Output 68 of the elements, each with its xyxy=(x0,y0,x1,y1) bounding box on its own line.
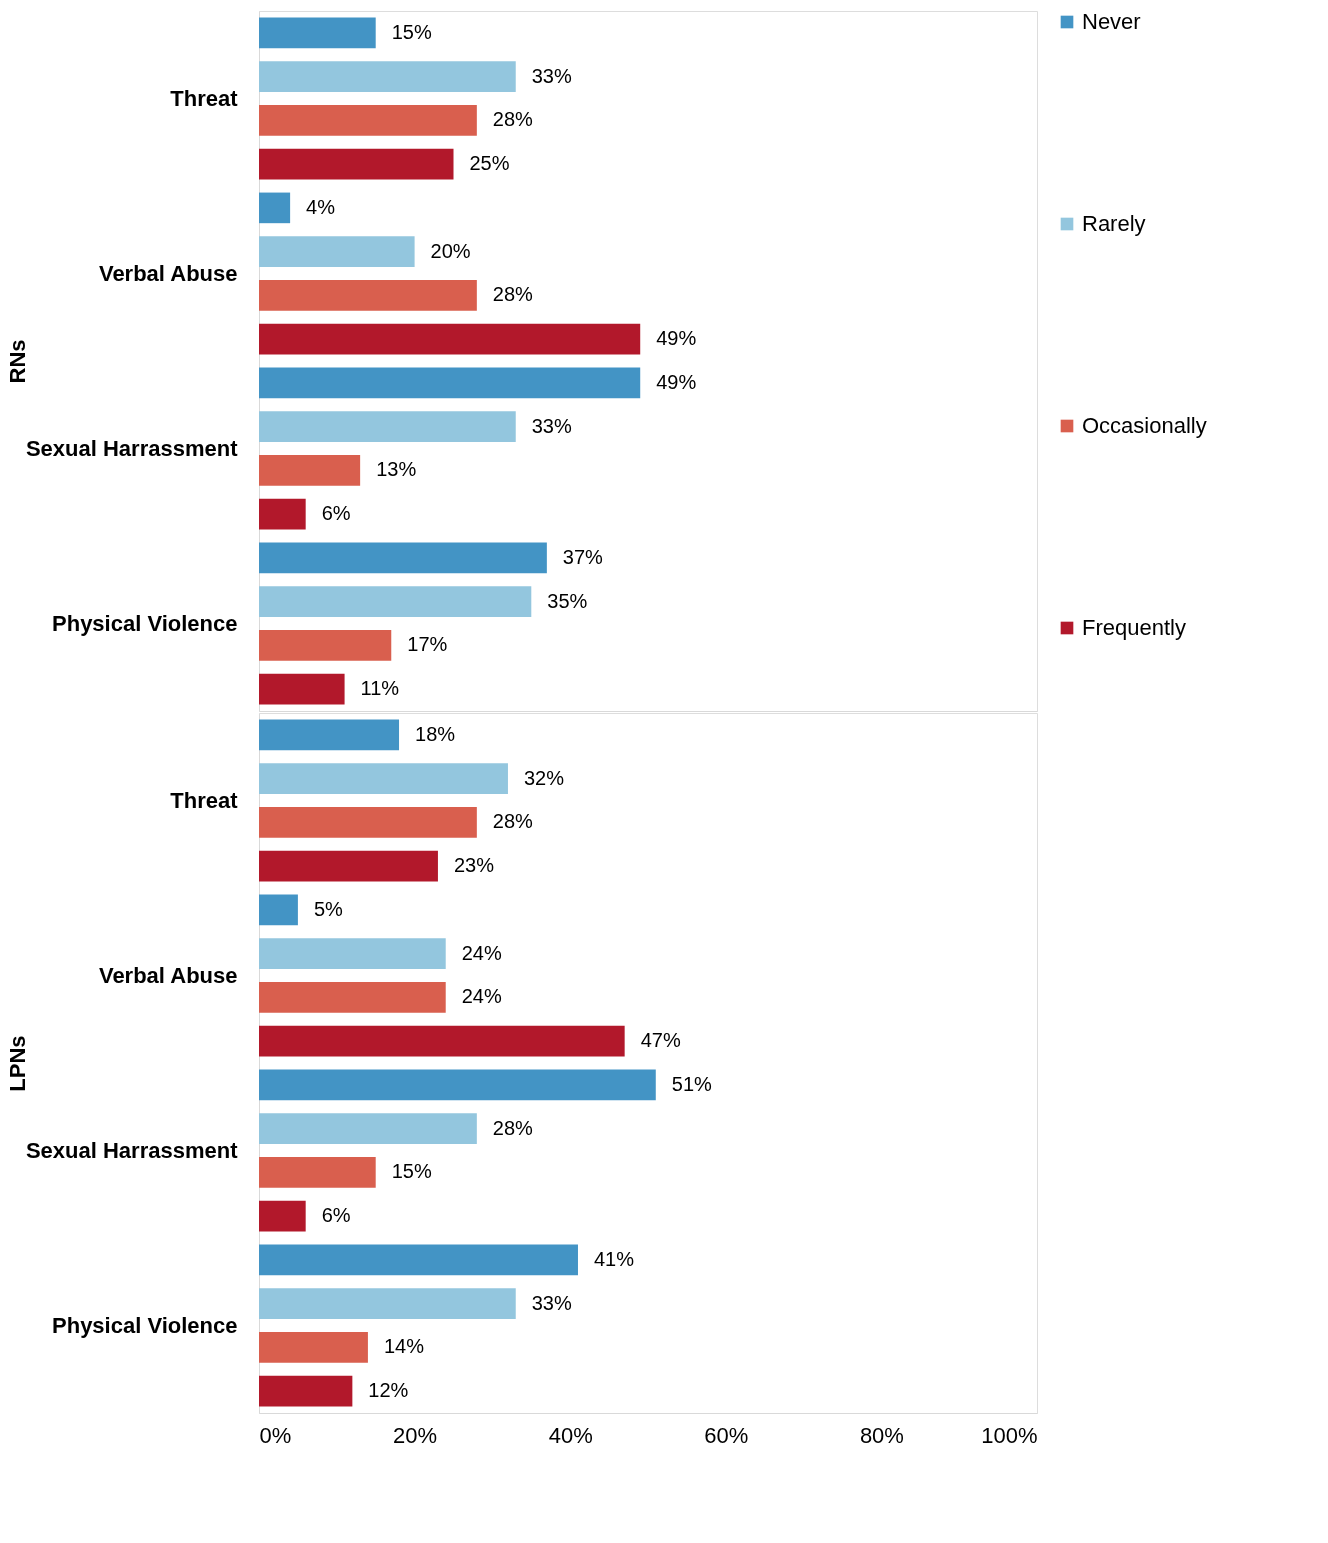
data-label: 17% xyxy=(407,633,448,656)
bar xyxy=(259,323,641,355)
bar xyxy=(259,192,291,224)
y-tick-label: Threat xyxy=(170,787,239,813)
y-tick-label: Physical Violence xyxy=(52,610,238,636)
bar xyxy=(259,105,477,136)
data-label: 15% xyxy=(391,1160,432,1183)
data-label: 28% xyxy=(492,283,534,306)
bar xyxy=(259,630,392,661)
data-label: 33% xyxy=(531,1291,572,1314)
legend-label: Never xyxy=(1082,9,1141,34)
data-label: 33% xyxy=(531,64,572,87)
bar xyxy=(259,673,345,705)
bar xyxy=(259,61,516,92)
data-label: 20% xyxy=(430,239,471,262)
data-label: 28% xyxy=(492,1116,534,1139)
data-label: 12% xyxy=(368,1379,409,1402)
data-label: 49% xyxy=(656,327,697,350)
data-label: 24% xyxy=(461,941,502,964)
bar xyxy=(259,17,376,49)
data-label: 37% xyxy=(562,545,604,568)
bar xyxy=(259,498,306,530)
x-tick-label: 0% xyxy=(259,1422,292,1448)
x-tick-label: 80% xyxy=(859,1422,904,1448)
bar xyxy=(259,280,477,311)
bar xyxy=(259,542,547,574)
x-tick-label: 60% xyxy=(704,1422,749,1448)
y-tick-label: Sexual Harrassment xyxy=(25,1137,239,1163)
legend-label: Occasionally xyxy=(1082,413,1207,438)
data-label: 23% xyxy=(453,854,495,877)
data-label: 24% xyxy=(461,985,502,1008)
bar xyxy=(259,236,415,267)
data-label: 47% xyxy=(640,1029,681,1052)
data-label: 25% xyxy=(469,152,510,175)
data-label: 18% xyxy=(415,722,456,745)
data-label: 6% xyxy=(321,502,351,525)
bar xyxy=(259,455,361,486)
y-axis-title: RNs xyxy=(4,339,30,384)
data-label: 51% xyxy=(671,1072,713,1095)
y-tick-label: Verbal Abuse xyxy=(98,260,238,286)
data-label: 49% xyxy=(656,370,697,393)
y-tick-label: Threat xyxy=(170,85,239,111)
legend-label: Frequently xyxy=(1082,615,1186,640)
y-tick-label: Physical Violence xyxy=(52,1312,238,1338)
data-label: 11% xyxy=(360,677,400,700)
bar xyxy=(259,367,641,399)
data-label: 28% xyxy=(492,810,534,833)
bar xyxy=(259,411,516,442)
data-label: 15% xyxy=(391,20,432,43)
x-tick-label: 40% xyxy=(548,1422,593,1448)
data-label: 41% xyxy=(593,1247,635,1270)
bar xyxy=(259,148,454,180)
data-label: 28% xyxy=(492,108,534,131)
y-tick-label: Sexual Harrassment xyxy=(25,435,239,461)
legend-label: Rarely xyxy=(1082,211,1146,236)
data-label: 4% xyxy=(306,195,336,218)
x-tick-label: 20% xyxy=(393,1422,438,1448)
y-axis-title: LPNs xyxy=(4,1035,30,1092)
data-label: 14% xyxy=(383,1335,425,1358)
data-label: 13% xyxy=(376,458,417,481)
data-label: 35% xyxy=(547,589,588,612)
y-tick-label: Verbal Abuse xyxy=(98,962,238,988)
x-tick-label: 100% xyxy=(981,1422,1038,1448)
data-label: 6% xyxy=(321,1204,351,1227)
data-label: 5% xyxy=(313,897,344,920)
bar xyxy=(259,586,532,617)
data-label: 32% xyxy=(523,766,565,789)
data-label: 33% xyxy=(531,414,572,437)
